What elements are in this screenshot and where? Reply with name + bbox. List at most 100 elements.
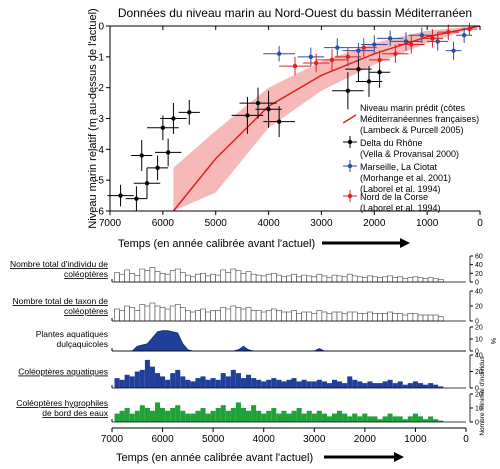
bar bbox=[341, 276, 348, 283]
data-point bbox=[178, 100, 200, 125]
bar bbox=[362, 413, 368, 422]
bar bbox=[296, 276, 302, 283]
bar bbox=[124, 305, 130, 322]
marker bbox=[118, 193, 123, 198]
bar bbox=[382, 416, 388, 422]
bar bbox=[432, 314, 439, 322]
bar bbox=[397, 416, 403, 422]
marker bbox=[171, 116, 176, 121]
bar bbox=[210, 378, 216, 388]
bar bbox=[124, 374, 130, 388]
bar bbox=[246, 374, 252, 388]
series-2 bbox=[279, 22, 478, 76]
bottom-x-axis-label: Temps (en année calibrée avant l'actuel) bbox=[116, 452, 313, 464]
x-tick-label: 2000 bbox=[363, 218, 386, 229]
marker bbox=[329, 57, 335, 63]
bar bbox=[326, 416, 332, 422]
bar bbox=[185, 413, 191, 422]
bar bbox=[160, 408, 166, 422]
bar bbox=[402, 384, 408, 388]
marker bbox=[356, 48, 361, 53]
bar bbox=[418, 383, 424, 389]
marker bbox=[139, 153, 144, 158]
bar bbox=[240, 308, 247, 322]
data-point bbox=[408, 27, 436, 43]
data-point bbox=[421, 29, 443, 48]
bar bbox=[347, 416, 353, 422]
bar bbox=[134, 310, 141, 322]
bar bbox=[392, 416, 398, 422]
marker bbox=[335, 45, 340, 50]
data-point bbox=[376, 30, 404, 47]
bar bbox=[367, 416, 373, 422]
data-point bbox=[334, 47, 362, 67]
bar bbox=[427, 314, 434, 322]
chart-title: Données du niveau marin au Nord-Ouest du… bbox=[118, 6, 472, 20]
x-tick-label: 3000 bbox=[310, 218, 333, 229]
bar bbox=[139, 268, 146, 283]
data-point bbox=[154, 138, 182, 167]
marker bbox=[292, 63, 298, 69]
bar bbox=[377, 277, 383, 283]
bar bbox=[332, 413, 338, 422]
bar bbox=[342, 383, 348, 389]
bar bbox=[180, 410, 186, 422]
bar bbox=[159, 272, 166, 283]
bar bbox=[306, 311, 313, 322]
data-point bbox=[369, 50, 391, 70]
panel-tick-label: 60 bbox=[475, 254, 483, 261]
bottom-x-tick-label: 2000 bbox=[354, 434, 377, 445]
bar bbox=[271, 378, 277, 388]
panel-label: Coléoptères aquatiques bbox=[18, 367, 108, 377]
bar bbox=[387, 311, 393, 322]
data-point bbox=[350, 38, 377, 57]
bar bbox=[215, 379, 221, 389]
bar bbox=[311, 381, 317, 388]
area bbox=[112, 330, 466, 352]
marker bbox=[430, 36, 435, 41]
data-point bbox=[133, 167, 161, 199]
bar bbox=[155, 402, 161, 422]
bar bbox=[291, 410, 297, 422]
bar bbox=[382, 381, 388, 388]
bar bbox=[169, 305, 176, 322]
bar bbox=[134, 371, 140, 388]
bar bbox=[422, 314, 429, 322]
bar bbox=[356, 276, 363, 283]
bar bbox=[270, 272, 277, 283]
bar bbox=[260, 311, 267, 322]
bar bbox=[149, 302, 156, 322]
marker bbox=[144, 181, 150, 186]
bar bbox=[291, 310, 297, 322]
bar bbox=[270, 308, 277, 322]
bar bbox=[326, 383, 332, 389]
bar bbox=[251, 378, 257, 388]
bottom-x-tick-label: 5000 bbox=[202, 434, 225, 445]
bar bbox=[174, 268, 181, 283]
panel-tick-label: 0 bbox=[475, 386, 479, 393]
bar bbox=[170, 408, 176, 422]
bar bbox=[306, 275, 313, 283]
x-tick-label: 5000 bbox=[205, 218, 228, 229]
bar bbox=[155, 373, 161, 388]
bar bbox=[332, 379, 338, 389]
bar bbox=[321, 275, 328, 283]
bar bbox=[357, 381, 363, 388]
right-axis-count: Nombre minimal d'individus bbox=[479, 356, 486, 436]
bar bbox=[265, 310, 272, 322]
bar bbox=[433, 384, 439, 388]
bar bbox=[397, 381, 403, 388]
bar bbox=[331, 311, 338, 322]
bar bbox=[397, 313, 404, 322]
bar bbox=[129, 307, 136, 322]
marker bbox=[313, 60, 319, 66]
bar bbox=[266, 410, 272, 422]
bar bbox=[200, 308, 206, 322]
bar bbox=[230, 408, 236, 422]
bar bbox=[367, 381, 373, 388]
panel-tick-label: 20 bbox=[475, 304, 483, 311]
y-tick-label: -1 bbox=[95, 52, 104, 63]
data-point bbox=[390, 32, 422, 51]
bar bbox=[139, 405, 145, 422]
